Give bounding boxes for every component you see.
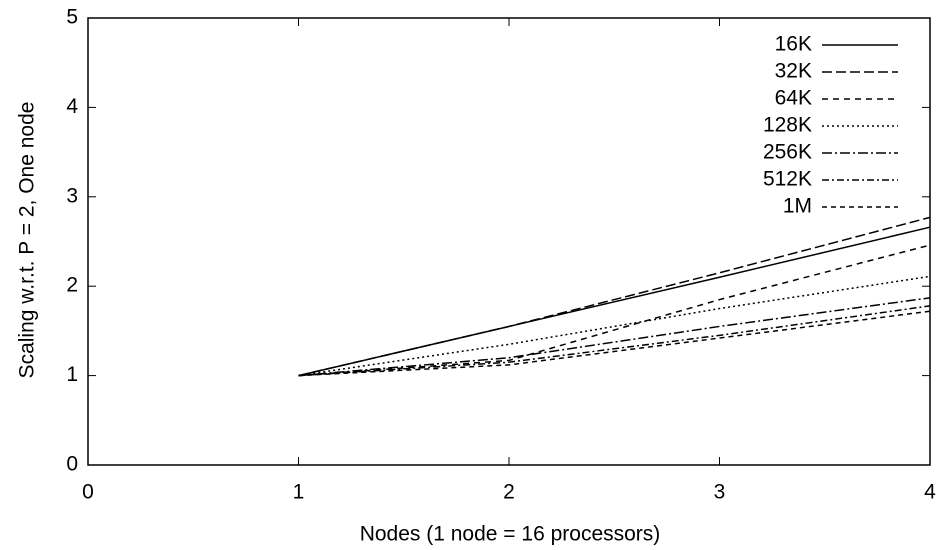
y-tick-label: 2 xyxy=(66,274,78,297)
x-axis-label: Nodes (1 node = 16 processors) xyxy=(360,523,661,546)
x-tick-label: 4 xyxy=(924,481,936,504)
legend-label: 512K xyxy=(763,168,812,191)
y-axis-label: Scaling w.r.t. P = 2, One node xyxy=(16,102,39,379)
y-tick-label: 0 xyxy=(66,453,78,476)
series-line xyxy=(298,244,931,377)
series-line xyxy=(298,226,931,377)
legend-label: 1M xyxy=(783,195,812,218)
plot-frame xyxy=(87,17,931,466)
series-line xyxy=(298,297,931,377)
series-line xyxy=(298,305,931,377)
series-line xyxy=(298,310,931,377)
x-tick-label: 1 xyxy=(293,481,305,504)
series-line xyxy=(298,275,931,377)
y-tick-label: 5 xyxy=(66,6,78,29)
x-tick-label: 0 xyxy=(82,481,94,504)
legend-label: 32K xyxy=(775,60,812,83)
x-tick-label: 3 xyxy=(714,481,726,504)
legend-label: 64K xyxy=(775,87,812,110)
y-tick-label: 3 xyxy=(66,184,78,207)
y-tick-label: 4 xyxy=(66,95,78,118)
y-tick-label: 1 xyxy=(66,363,78,386)
series-line xyxy=(298,216,931,377)
legend-label: 16K xyxy=(775,33,812,56)
x-tick-label: 2 xyxy=(503,481,515,504)
legend-label: 256K xyxy=(763,141,812,164)
legend-label: 128K xyxy=(763,114,812,137)
